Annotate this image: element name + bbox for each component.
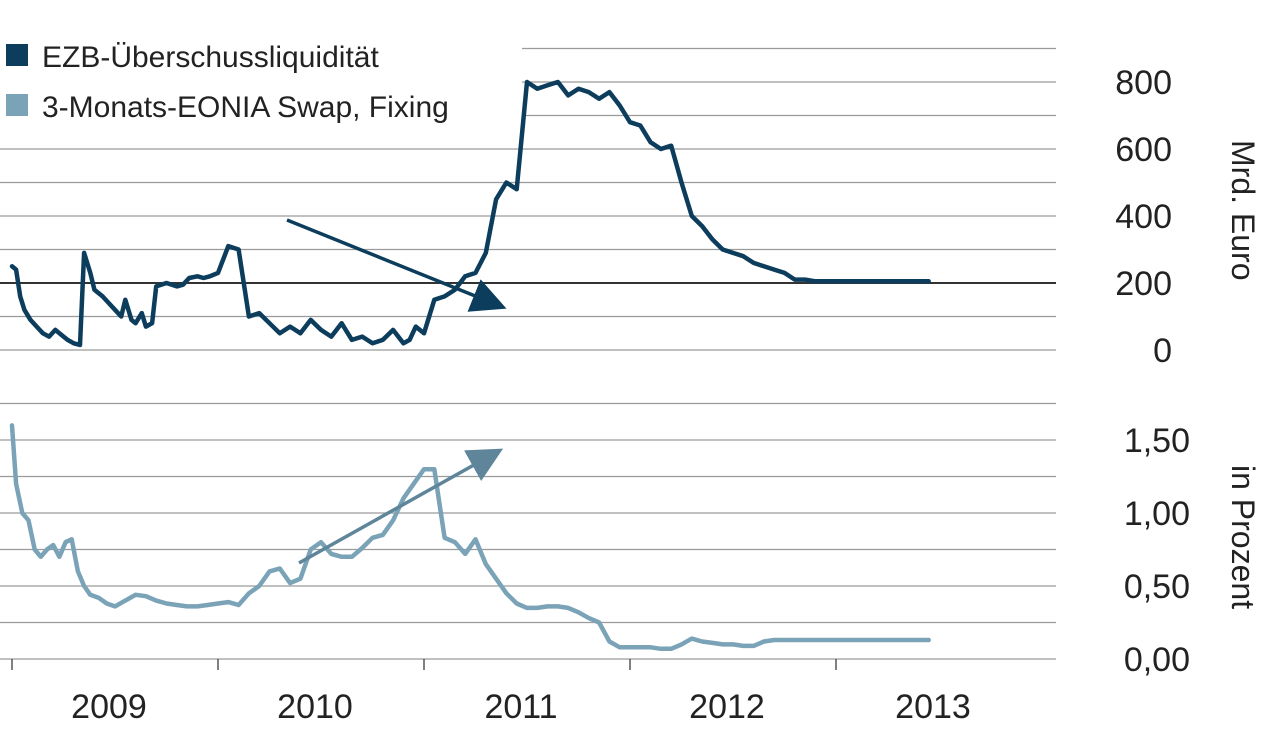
- bottom-y-tick-label: 0,50: [1124, 568, 1190, 606]
- rise-trend-arrow: [298, 448, 504, 565]
- top-panel-grid: 0 200 400 600 800: [0, 47, 1172, 370]
- legend-swatch-eonia: [6, 94, 28, 116]
- liquidity-line: [9, 79, 931, 348]
- eonia-series: [9, 423, 931, 652]
- decline-trend-arrow: [286, 218, 507, 312]
- legend-swatch-liquidity: [6, 44, 28, 66]
- legend-label-liquidity: EZB-Überschussliquidität: [42, 41, 379, 74]
- top-y-tick-label: 200: [1115, 265, 1172, 303]
- x-tick-label: 2010: [277, 688, 353, 726]
- top-y-axis-title: Mrd. Euro: [1225, 140, 1261, 280]
- bottom-y-tick-label: 1,00: [1124, 495, 1190, 533]
- x-tick-label: 2013: [895, 688, 971, 726]
- legend-label-eonia: 3-Monats-EONIA Swap, Fixing: [42, 91, 449, 124]
- bottom-panel-grid: 0,00 0,50 1,00 1,50 2009 2010 2011 2012 2013: [0, 402, 1190, 726]
- top-y-tick-label: 0: [1153, 332, 1172, 370]
- x-tick-label: 2012: [689, 688, 765, 726]
- legend: EZB-Überschussliquidität 3-Monats-EONIA …: [6, 41, 449, 124]
- top-y-tick-label: 800: [1115, 64, 1172, 102]
- x-tick-label: 2011: [484, 688, 557, 726]
- liquidity-series: [9, 79, 931, 348]
- top-y-tick-label: 600: [1115, 131, 1172, 169]
- bottom-y-tick-label: 0,00: [1124, 641, 1190, 679]
- bottom-y-tick-label: 1,50: [1124, 422, 1190, 460]
- top-y-tick-label: 400: [1115, 198, 1172, 236]
- eonia-line: [9, 423, 931, 652]
- x-tick-label: 2009: [71, 688, 147, 726]
- bottom-y-axis-title: in Prozent: [1225, 465, 1261, 609]
